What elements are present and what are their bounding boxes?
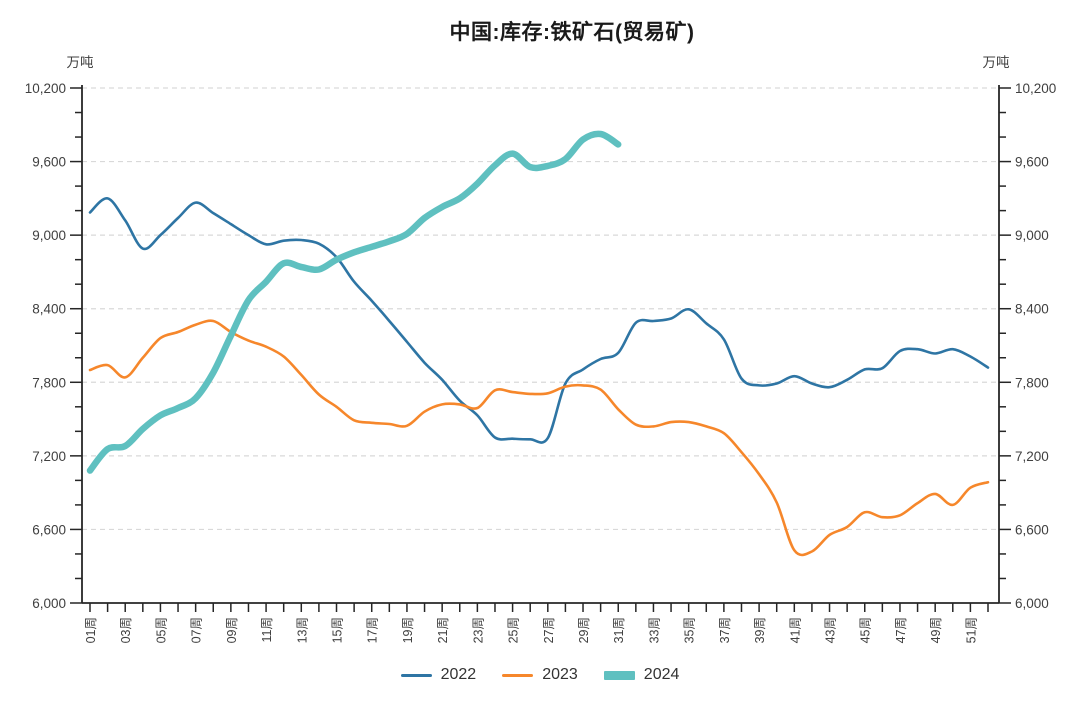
- svg-text:25周: 25周: [507, 617, 521, 643]
- legend-swatch-2024: [603, 670, 635, 680]
- svg-text:8,400: 8,400: [32, 302, 66, 317]
- svg-text:49周: 49周: [929, 617, 943, 643]
- legend-label-2022: 2022: [440, 666, 477, 683]
- series-2022-line: [88, 197, 990, 444]
- svg-text:13周: 13周: [295, 617, 309, 643]
- legend-item-2022: 2022: [400, 666, 477, 684]
- svg-text:51周: 51周: [964, 617, 978, 643]
- legend-swatch-2023: [502, 673, 534, 677]
- svg-text:6,000: 6,000: [1015, 596, 1049, 611]
- svg-text:37周: 37周: [718, 617, 732, 643]
- svg-text:05周: 05周: [154, 617, 168, 643]
- svg-text:8,400: 8,400: [1015, 302, 1049, 317]
- svg-text:23周: 23周: [471, 617, 485, 643]
- svg-text:6,000: 6,000: [32, 596, 66, 611]
- x-axis-labels: 01周 03周 05周 07周 09周 11周 13周 15周 17周 19周 21周 23周 25周 2…: [84, 617, 978, 643]
- svg-text:15周: 15周: [331, 617, 345, 643]
- svg-text:10,200: 10,200: [25, 81, 66, 96]
- legend-label-2024: 2024: [643, 666, 680, 683]
- svg-text:9,000: 9,000: [1015, 228, 1049, 243]
- svg-text:21周: 21周: [436, 617, 450, 643]
- series-2023-line: [88, 319, 990, 557]
- svg-text:7,200: 7,200: [1015, 449, 1049, 464]
- unit-label-right: 万吨: [983, 55, 1010, 70]
- svg-text:01周: 01周: [84, 617, 98, 643]
- svg-text:9,600: 9,600: [32, 155, 66, 170]
- series-2024-line: [86, 130, 622, 474]
- svg-text:7,800: 7,800: [32, 375, 66, 390]
- svg-text:39周: 39周: [753, 617, 767, 643]
- svg-text:09周: 09周: [225, 617, 239, 643]
- svg-text:9,600: 9,600: [1015, 155, 1049, 170]
- legend-swatch-2022: [400, 673, 432, 677]
- svg-text:47周: 47周: [894, 617, 908, 643]
- svg-text:27周: 27周: [542, 617, 556, 643]
- axes: [81, 85, 1000, 604]
- svg-text:03周: 03周: [119, 617, 133, 643]
- svg-text:29周: 29周: [577, 617, 591, 643]
- svg-text:7,800: 7,800: [1015, 375, 1049, 390]
- y-axis-labels: 6,000 6,000 6,600 6,600 7,200 7,200 7,800 7,800…: [25, 81, 1057, 611]
- svg-text:9,000: 9,000: [32, 228, 66, 243]
- svg-text:07周: 07周: [190, 617, 204, 643]
- legend-label-2023: 2023: [542, 666, 578, 683]
- svg-text:31周: 31周: [612, 617, 626, 643]
- svg-text:35周: 35周: [683, 617, 697, 643]
- svg-text:17周: 17周: [366, 617, 380, 643]
- svg-text:33周: 33周: [647, 617, 661, 643]
- y-ticks: [70, 87, 1011, 604]
- legend-item-2023: 2023: [502, 666, 578, 684]
- gridlines: [82, 87, 999, 531]
- svg-text:10,200: 10,200: [1015, 81, 1056, 96]
- legend-item-2024: 2024: [603, 666, 680, 684]
- svg-text:43周: 43周: [824, 617, 838, 643]
- svg-text:6,600: 6,600: [32, 522, 66, 537]
- x-ticks: [89, 603, 989, 612]
- svg-text:45周: 45周: [859, 617, 873, 643]
- svg-text:7,200: 7,200: [32, 449, 66, 464]
- legend: 2022 2023 2024: [0, 666, 1080, 684]
- chart-title: 中国:库存:铁矿石(贸易矿): [449, 21, 695, 44]
- svg-text:41周: 41周: [788, 617, 802, 643]
- unit-label-left: 万吨: [67, 55, 94, 70]
- svg-text:19周: 19周: [401, 617, 415, 643]
- svg-text:6,600: 6,600: [1015, 522, 1049, 537]
- svg-text:11周: 11周: [260, 617, 274, 642]
